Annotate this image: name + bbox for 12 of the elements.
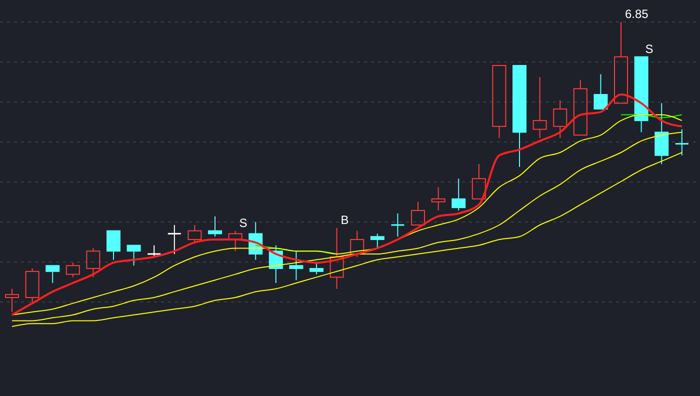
text: S bbox=[645, 42, 654, 56]
candlestick bbox=[553, 100, 568, 138]
candlestick bbox=[167, 224, 182, 254]
text: 6.85 bbox=[625, 7, 648, 21]
candlestick bbox=[289, 250, 304, 281]
text: S bbox=[239, 216, 248, 230]
candlestick bbox=[674, 128, 690, 156]
candlestick bbox=[431, 186, 446, 211]
candlestick bbox=[330, 227, 344, 290]
text: B bbox=[340, 212, 349, 227]
candlestick bbox=[532, 76, 547, 138]
candlestick bbox=[390, 212, 405, 238]
